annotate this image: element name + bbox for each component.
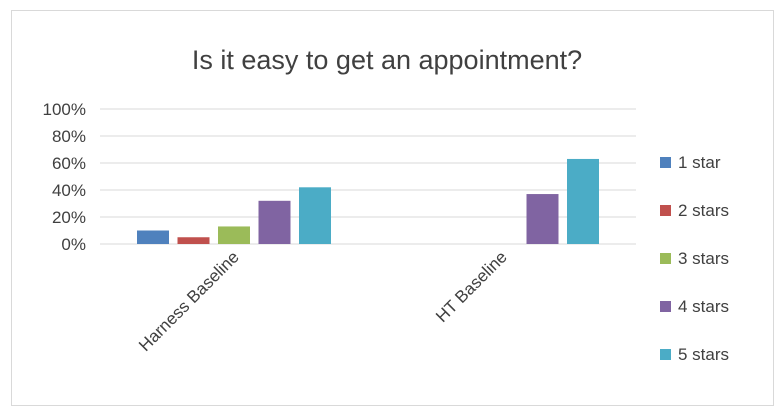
legend-swatch: [660, 253, 671, 264]
bar-1-star-0: [137, 230, 169, 244]
bar-2-stars-0: [177, 237, 210, 244]
bar-5-stars-0: [299, 187, 331, 244]
chart-title: Is it easy to get an appointment?: [192, 45, 582, 75]
legend-swatch: [660, 349, 671, 360]
chart-frame: [11, 10, 774, 406]
legend-swatch: [660, 157, 671, 168]
y-tick-label: 20%: [52, 208, 86, 227]
bars: [137, 158, 599, 244]
legend-label: 3 stars: [678, 249, 729, 268]
legend-swatch: [660, 301, 671, 312]
legend-label: 2 stars: [678, 201, 729, 220]
legend-label: 4 stars: [678, 297, 729, 316]
y-tick-label: 40%: [52, 181, 86, 200]
legend-swatch: [660, 205, 671, 216]
category-label: HT Baseline: [432, 247, 511, 326]
y-tick-label: 80%: [52, 127, 86, 146]
x-axis-category-labels: Harness Baseline HT Baseline: [135, 247, 511, 355]
legend-label: 1 star: [678, 153, 721, 172]
y-axis-tick-labels: 0% 20% 40% 60% 80% 100%: [43, 100, 86, 254]
y-tick-label: 60%: [52, 154, 86, 173]
legend: 1 star 2 stars 3 stars 4 stars 5 stars: [660, 153, 729, 364]
bar-4-stars-1: [526, 194, 559, 244]
bar-5-stars-1: [567, 158, 599, 244]
bar-3-stars-0: [218, 226, 250, 244]
legend-label: 5 stars: [678, 345, 729, 364]
category-label: Harness Baseline: [135, 247, 243, 355]
y-tick-label: 0%: [61, 235, 86, 254]
bar-4-stars-0: [258, 200, 291, 244]
y-tick-label: 100%: [43, 100, 86, 119]
